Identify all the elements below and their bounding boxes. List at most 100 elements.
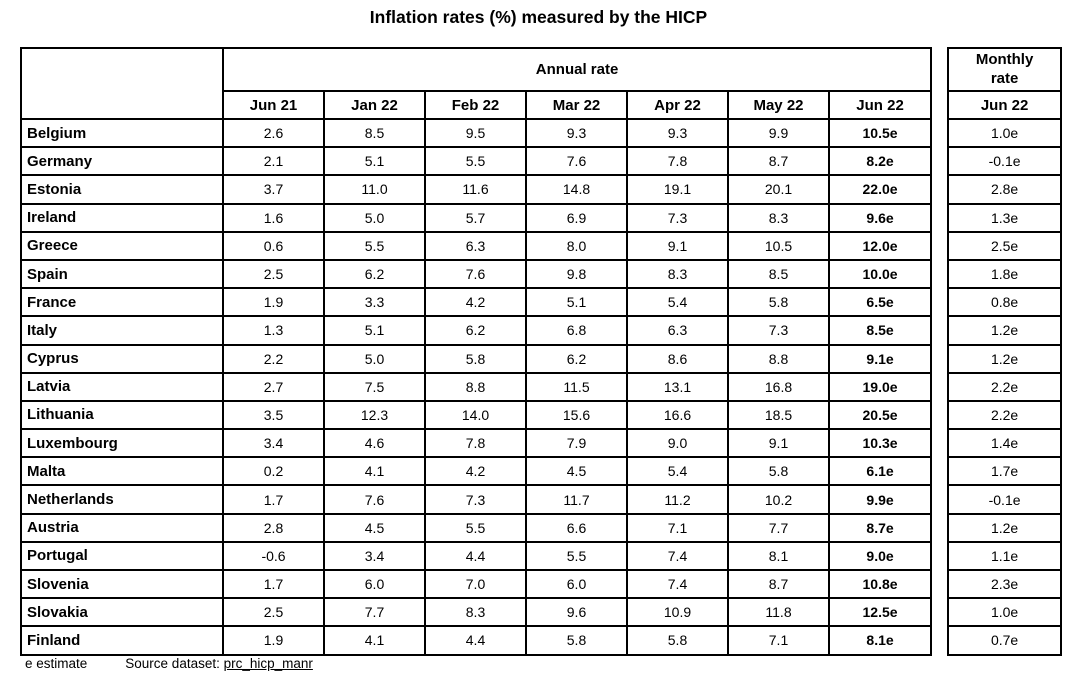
value-cell: 9.5 [424, 117, 527, 149]
value-cell: 3.3 [323, 287, 426, 318]
country-label: Austria [20, 512, 224, 543]
country-label: France [20, 287, 224, 318]
value-cell: 5.8 [727, 456, 830, 487]
value-cell: 2.2 [222, 343, 325, 374]
value-cell: 7.1 [727, 625, 830, 656]
value-cell: 7.3 [727, 315, 830, 346]
value-cell: 20.1 [727, 174, 830, 205]
value-cell: 20.5e [827, 399, 933, 431]
value-cell: 8.7e [827, 512, 933, 543]
monthly-row-slovenia: 2.3e [947, 568, 1063, 600]
monthly-value-cell: 1.7e [947, 456, 1063, 487]
value-cell: 2.5 [222, 258, 325, 290]
value-cell: 12.5e [827, 597, 933, 628]
monthly-value-cell: 1.0e [947, 117, 1063, 149]
value-cell: 5.0 [323, 343, 426, 374]
value-cell: 10.2 [727, 484, 830, 515]
value-cell: 7.3 [424, 484, 527, 515]
value-cell: 3.7 [222, 174, 325, 205]
table-row-latvia: Latvia 2.7 7.5 8.8 11.5 13.1 16.8 19.0e [20, 371, 933, 402]
value-cell: 6.0 [525, 568, 628, 600]
table-row-netherlands: Netherlands 1.7 7.6 7.3 11.7 11.2 10.2 9.9e [20, 484, 933, 515]
value-cell: 2.8 [222, 512, 325, 543]
value-cell: 8.5e [827, 315, 933, 346]
table-row-cyprus: Cyprus 2.2 5.0 5.8 6.2 8.6 8.8 9.1e [20, 343, 933, 374]
value-cell: 1.9 [222, 287, 325, 318]
country-label: Finland [20, 625, 224, 656]
source-dataset-link[interactable]: prc_hicp_manr [223, 656, 313, 671]
table-row-malta: Malta 0.2 4.1 4.2 4.5 5.4 5.8 6.1e [20, 456, 933, 487]
value-cell: 9.0e [827, 540, 933, 572]
value-cell: 11.2 [626, 484, 729, 515]
value-cell: 7.3 [626, 202, 729, 233]
value-cell: 8.8 [727, 343, 830, 374]
column-header-jan-22: Jan 22 [323, 90, 426, 120]
country-label: Cyprus [20, 343, 224, 374]
monthly-value-cell: 1.2e [947, 512, 1063, 543]
value-cell: 1.6 [222, 202, 325, 233]
value-cell: 8.0 [525, 230, 628, 261]
value-cell: 5.8 [424, 343, 527, 374]
table-row-slovakia: Slovakia 2.5 7.7 8.3 9.6 10.9 11.8 12.5e [20, 597, 933, 628]
country-label: Latvia [20, 371, 224, 402]
value-cell: 9.3 [525, 117, 628, 149]
column-header-apr-22: Apr 22 [626, 90, 729, 120]
value-cell: 9.1 [626, 230, 729, 261]
value-cell: 1.3 [222, 315, 325, 346]
value-cell: 9.3 [626, 117, 729, 149]
value-cell: 7.6 [525, 146, 628, 177]
value-cell: 8.7 [727, 568, 830, 600]
value-cell: 10.5e [827, 117, 933, 149]
annual-rate-header: Annual rate [221, 47, 933, 92]
value-cell: 4.4 [424, 625, 527, 656]
footer: e estimate Source dataset: prc_hicp_manr [25, 656, 313, 671]
monthly-value-cell: 1.2e [947, 315, 1063, 346]
table-row-belgium: Belgium 2.6 8.5 9.5 9.3 9.3 9.9 10.5e [20, 117, 933, 149]
value-cell: 5.0 [323, 202, 426, 233]
value-cell: 19.0e [827, 371, 933, 402]
value-cell: 9.1e [827, 343, 933, 374]
column-header-may-22: May 22 [727, 90, 830, 120]
tables-container: Annual rate Jun 21 Jan 22 Feb 22 Mar 22 Apr … [20, 47, 1063, 656]
country-label: Belgium [20, 117, 224, 149]
monthly-value-cell: 0.7e [947, 625, 1063, 656]
table-row-luxembourg: Luxembourg 3.4 4.6 7.8 7.9 9.0 9.1 10.3e [20, 428, 933, 459]
monthly-row-cyprus: 1.2e [947, 343, 1063, 374]
value-cell: 18.5 [727, 399, 830, 431]
value-cell: 11.6 [424, 174, 527, 205]
value-cell: 5.8 [626, 625, 729, 656]
value-cell: -0.6 [222, 540, 325, 572]
value-cell: 10.5 [727, 230, 830, 261]
value-cell: 5.5 [323, 230, 426, 261]
value-cell: 6.6 [525, 512, 628, 543]
value-cell: 12.0e [827, 230, 933, 261]
value-cell: 3.5 [222, 399, 325, 431]
value-cell: 6.3 [626, 315, 729, 346]
monthly-value-cell: 1.2e [947, 343, 1063, 374]
value-cell: 4.2 [424, 287, 527, 318]
monthly-row-greece: 2.5e [947, 230, 1063, 261]
value-cell: 1.7 [222, 568, 325, 600]
value-cell: 8.7 [727, 146, 830, 177]
country-label: Germany [20, 146, 224, 177]
estimate-note: e estimate [25, 656, 88, 671]
country-label: Luxembourg [20, 428, 224, 459]
country-label: Slovenia [20, 568, 224, 600]
value-cell: 6.9 [525, 202, 628, 233]
value-cell: 6.2 [424, 315, 527, 346]
value-cell: 11.7 [525, 484, 628, 515]
page-title: Inflation rates (%) measured by the HICP [369, 7, 708, 27]
value-cell: 2.7 [222, 371, 325, 402]
monthly-value-cell: 2.3e [947, 568, 1063, 600]
value-cell: 4.4 [424, 540, 527, 572]
value-cell: 8.1e [827, 625, 933, 656]
value-cell: 5.4 [626, 456, 729, 487]
column-header-jun-21: Jun 21 [222, 90, 325, 120]
value-cell: 8.8 [424, 371, 527, 402]
value-cell: 7.7 [727, 512, 830, 543]
value-cell: 5.8 [727, 287, 830, 318]
value-cell: 4.5 [323, 512, 426, 543]
monthly-row-lithuania: 2.2e [947, 399, 1063, 431]
value-cell: 5.1 [323, 146, 426, 177]
country-label: Lithuania [20, 399, 224, 431]
